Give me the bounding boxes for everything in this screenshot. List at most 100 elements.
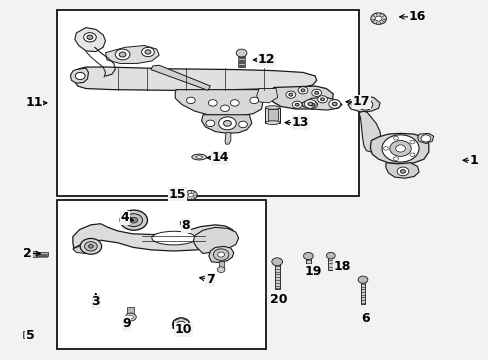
Text: 17: 17 — [352, 95, 369, 108]
Bar — [274, 261, 280, 289]
Polygon shape — [105, 45, 159, 63]
Circle shape — [298, 87, 307, 94]
Bar — [267, 109, 277, 122]
Text: 15: 15 — [168, 188, 185, 201]
Circle shape — [220, 105, 229, 112]
Bar — [181, 228, 185, 230]
Circle shape — [389, 140, 410, 156]
Circle shape — [370, 13, 386, 24]
Circle shape — [381, 135, 418, 162]
Ellipse shape — [195, 156, 202, 158]
Polygon shape — [224, 133, 230, 144]
Circle shape — [128, 315, 133, 319]
Circle shape — [184, 190, 197, 200]
Circle shape — [314, 91, 318, 94]
Bar — [23, 330, 28, 338]
Circle shape — [331, 102, 336, 106]
Circle shape — [230, 100, 239, 106]
Circle shape — [374, 16, 381, 21]
Circle shape — [295, 103, 299, 106]
Circle shape — [115, 49, 130, 60]
Polygon shape — [73, 242, 101, 253]
Text: 18: 18 — [333, 260, 350, 273]
Circle shape — [223, 121, 231, 126]
Ellipse shape — [152, 231, 195, 245]
Bar — [181, 230, 185, 232]
Ellipse shape — [265, 106, 280, 109]
Circle shape — [217, 252, 224, 257]
Circle shape — [188, 193, 193, 197]
Polygon shape — [369, 134, 428, 164]
Text: 3: 3 — [91, 296, 100, 309]
Circle shape — [80, 238, 102, 254]
Ellipse shape — [191, 154, 206, 160]
Circle shape — [285, 91, 295, 98]
Polygon shape — [175, 90, 263, 116]
Circle shape — [393, 157, 398, 161]
Text: 13: 13 — [291, 116, 308, 129]
Polygon shape — [70, 68, 88, 83]
Text: 6: 6 — [360, 311, 369, 325]
Bar — [57, 200, 266, 348]
Circle shape — [357, 99, 372, 110]
Circle shape — [307, 101, 317, 108]
Polygon shape — [201, 115, 251, 134]
Circle shape — [125, 313, 136, 321]
Polygon shape — [302, 98, 341, 110]
Circle shape — [362, 103, 367, 107]
Bar — [218, 261, 223, 270]
Circle shape — [292, 101, 302, 108]
Circle shape — [303, 252, 313, 260]
Circle shape — [357, 276, 367, 283]
Circle shape — [87, 35, 93, 40]
Circle shape — [328, 100, 340, 108]
Circle shape — [205, 120, 214, 127]
Text: 20: 20 — [269, 293, 287, 306]
Text: 5: 5 — [25, 329, 34, 342]
Circle shape — [301, 89, 305, 92]
Polygon shape — [193, 227, 238, 253]
Circle shape — [119, 52, 126, 57]
Circle shape — [249, 97, 258, 104]
Text: 2: 2 — [23, 247, 32, 260]
Polygon shape — [151, 65, 210, 90]
Circle shape — [420, 135, 430, 142]
Text: 16: 16 — [408, 10, 426, 23]
Circle shape — [83, 33, 96, 42]
Circle shape — [145, 50, 151, 54]
Bar — [237, 56, 245, 57]
Polygon shape — [417, 134, 433, 143]
Bar — [181, 224, 185, 225]
Polygon shape — [256, 89, 277, 103]
Circle shape — [218, 117, 236, 130]
Bar — [237, 66, 245, 67]
Bar — [32, 251, 36, 257]
Circle shape — [409, 140, 414, 144]
Polygon shape — [358, 111, 380, 152]
Bar — [238, 63, 244, 64]
Text: 7: 7 — [205, 273, 214, 286]
Circle shape — [310, 103, 314, 106]
Text: 4: 4 — [121, 211, 129, 224]
Circle shape — [84, 242, 97, 251]
Text: 11: 11 — [25, 96, 42, 109]
Circle shape — [177, 321, 184, 327]
Text: 12: 12 — [257, 53, 275, 66]
Polygon shape — [271, 86, 332, 109]
Circle shape — [238, 121, 247, 128]
Bar — [57, 10, 358, 196]
Circle shape — [125, 214, 142, 226]
Text: 14: 14 — [211, 151, 228, 164]
Bar — [265, 108, 280, 123]
Circle shape — [180, 221, 186, 226]
Circle shape — [396, 167, 408, 176]
Polygon shape — [73, 224, 234, 251]
Circle shape — [271, 258, 282, 266]
Circle shape — [393, 136, 398, 140]
Text: 1: 1 — [468, 154, 477, 167]
Circle shape — [383, 147, 387, 150]
Circle shape — [326, 252, 334, 259]
Circle shape — [130, 217, 138, 223]
Polygon shape — [208, 246, 233, 262]
Circle shape — [186, 97, 195, 104]
